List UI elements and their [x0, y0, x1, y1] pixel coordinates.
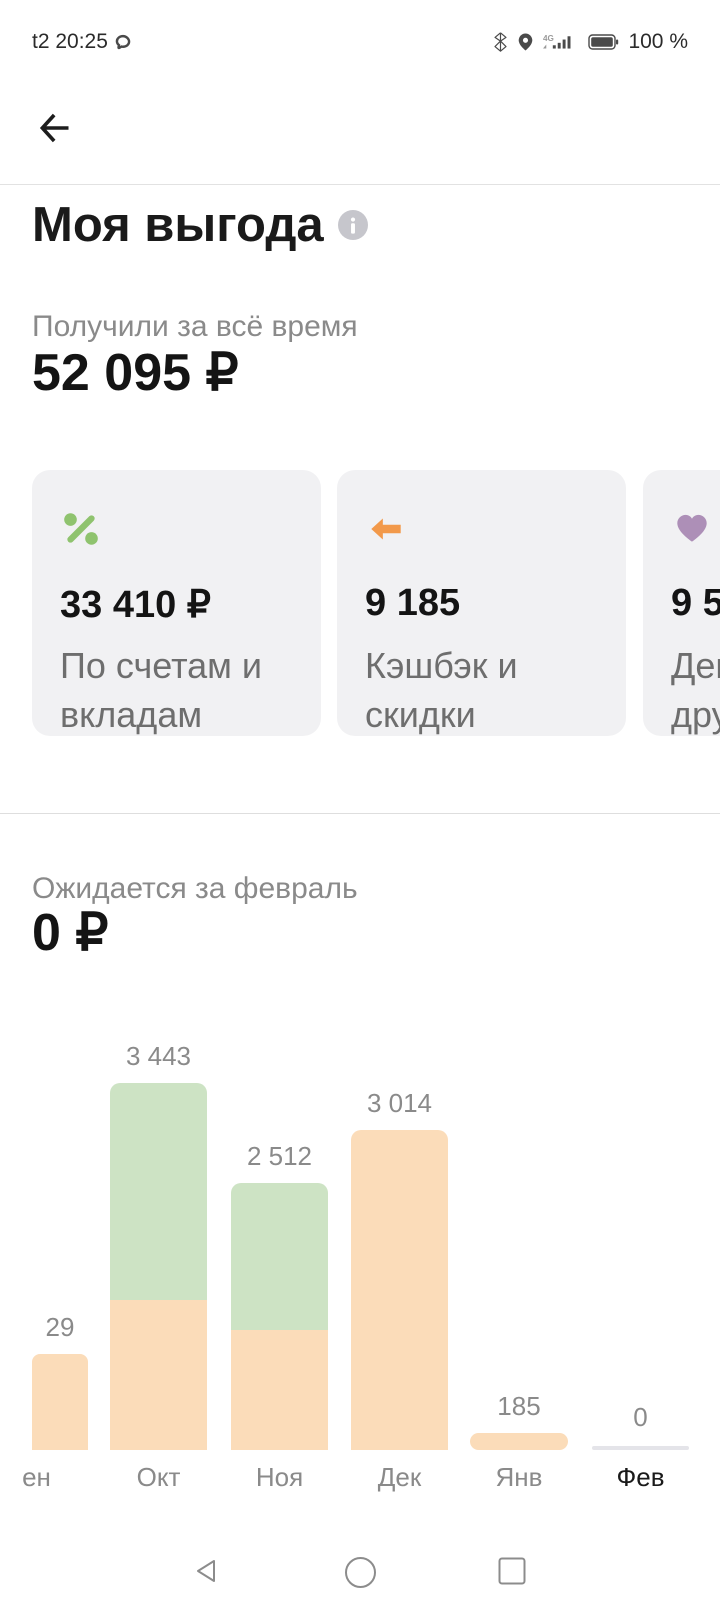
svg-text:4G: 4G — [543, 34, 554, 43]
